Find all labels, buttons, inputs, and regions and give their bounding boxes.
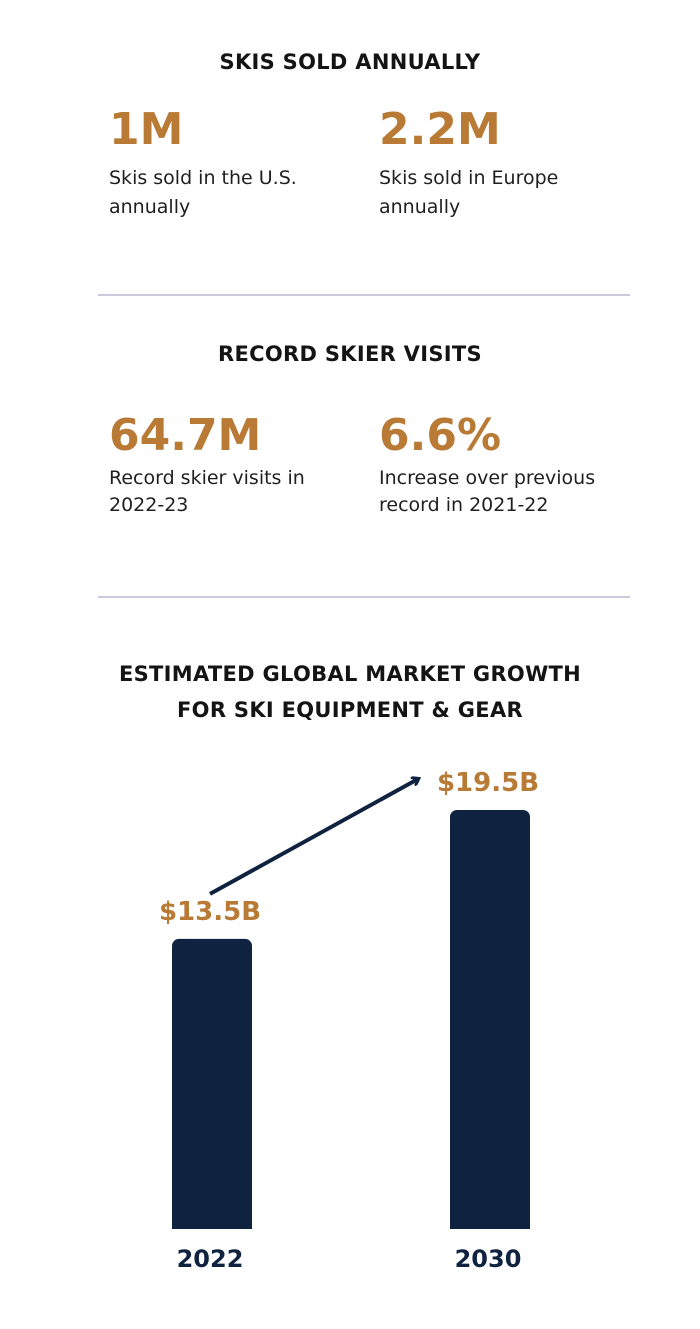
stat-desc-line2: 2022-23 bbox=[109, 494, 189, 516]
chart-title-line2: FOR SKI EQUIPMENT & GEAR bbox=[177, 698, 523, 722]
chart-title: ESTIMATED GLOBAL MARKET GROWTH FOR SKI E… bbox=[0, 656, 700, 728]
stat-value: 1M bbox=[109, 104, 184, 155]
stat-desc-line1: Skis sold in Europe bbox=[379, 167, 559, 189]
stat-value: 2.2M bbox=[379, 104, 501, 155]
category-label-2022: 2022 bbox=[177, 1245, 244, 1273]
bar-2022 bbox=[172, 938, 252, 1229]
stat-desc-line2: annually bbox=[109, 196, 191, 218]
category-label-2030: 2030 bbox=[455, 1245, 522, 1273]
section-divider bbox=[98, 294, 630, 296]
value-label-2022: $13.5B bbox=[159, 897, 261, 927]
stat-desc-line1: Increase over previous bbox=[379, 467, 596, 489]
stat-desc-line1: Record skier visits in bbox=[109, 467, 305, 489]
skier-visits-heading: RECORD SKIER VISITS bbox=[218, 342, 482, 366]
chart-title-line1: ESTIMATED GLOBAL MARKET GROWTH bbox=[118, 662, 582, 686]
stat-record-visits: 64.7M Record skier visits in 2022-23 bbox=[109, 414, 359, 519]
growth-arrow-icon bbox=[209, 779, 418, 896]
section-divider bbox=[98, 596, 630, 598]
stat-value: 6.6% bbox=[379, 410, 502, 461]
stat-increase: 6.6% Increase over previous record in 20… bbox=[379, 414, 629, 519]
stat-desc-line1: Skis sold in the U.S. bbox=[109, 167, 297, 189]
skis-sold-heading: SKIS SOLD ANNUALLY bbox=[219, 50, 481, 74]
stat-europe-skis: 2.2M Skis sold in Europe annually bbox=[379, 108, 629, 222]
bar-2030 bbox=[450, 810, 530, 1229]
stat-desc-line2: annually bbox=[379, 196, 461, 218]
bar-base-2022 bbox=[172, 1219, 252, 1229]
value-label-2030: $19.5B bbox=[437, 768, 539, 798]
stat-desc-line2: record in 2021-22 bbox=[379, 494, 549, 516]
stat-us-skis: 1M Skis sold in the U.S. annually bbox=[109, 108, 359, 222]
bar-base-2030 bbox=[450, 1219, 530, 1229]
stat-value: 64.7M bbox=[109, 410, 262, 461]
